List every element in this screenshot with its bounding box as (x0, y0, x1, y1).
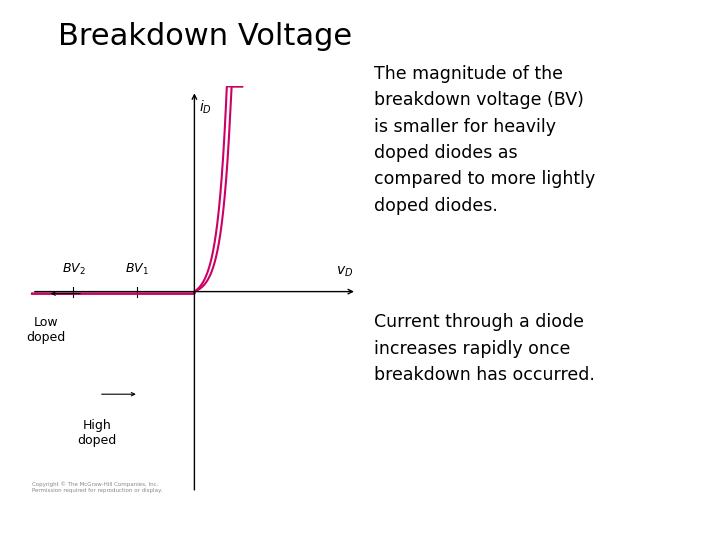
Text: High
doped: High doped (78, 419, 117, 447)
Text: $BV_1$: $BV_1$ (125, 262, 149, 277)
Text: Copyright © The McGraw-Hill Companies, Inc.
Permission required for reproduction: Copyright © The McGraw-Hill Companies, I… (32, 481, 162, 492)
Text: $BV_2$: $BV_2$ (61, 262, 85, 277)
Text: Breakdown Voltage: Breakdown Voltage (58, 22, 352, 51)
Text: Current through a diode
increases rapidly once
breakdown has occurred.: Current through a diode increases rapidl… (374, 313, 595, 384)
Text: Low
doped: Low doped (27, 316, 66, 344)
Text: $i_D$: $i_D$ (199, 99, 212, 116)
Text: $v_D$: $v_D$ (336, 265, 354, 279)
Text: The magnitude of the
breakdown voltage (BV)
is smaller for heavily
doped diodes : The magnitude of the breakdown voltage (… (374, 65, 595, 215)
